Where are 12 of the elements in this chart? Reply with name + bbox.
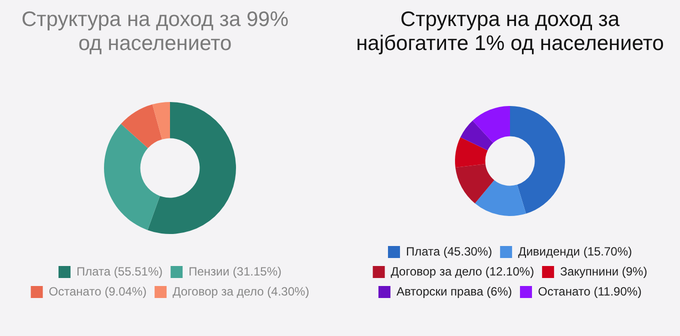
legend-label: Авторски права (6%) — [396, 284, 512, 298]
legend-label: Пензии (31.15%) — [188, 264, 282, 278]
chart-title: Структура на доход за 99% од населението — [20, 7, 290, 57]
legend-label: Дивиденди (15.70%) — [518, 244, 632, 258]
legend-label: Договор за дело (12.10%) — [390, 264, 534, 278]
legend-label: Закупнини (9%) — [560, 264, 648, 278]
legend-label: Останато (9.04%) — [48, 284, 147, 298]
legend-label: Договор за дело (4.30%) — [172, 284, 310, 298]
legend-label: Плата (45.30%) — [406, 244, 492, 258]
legend-label: Плата (55.51%) — [76, 264, 163, 278]
chart-title: Структура на доход за најбогатите 1% од населението — [355, 7, 665, 57]
legend-label: Останато (11.90%) — [538, 284, 642, 298]
